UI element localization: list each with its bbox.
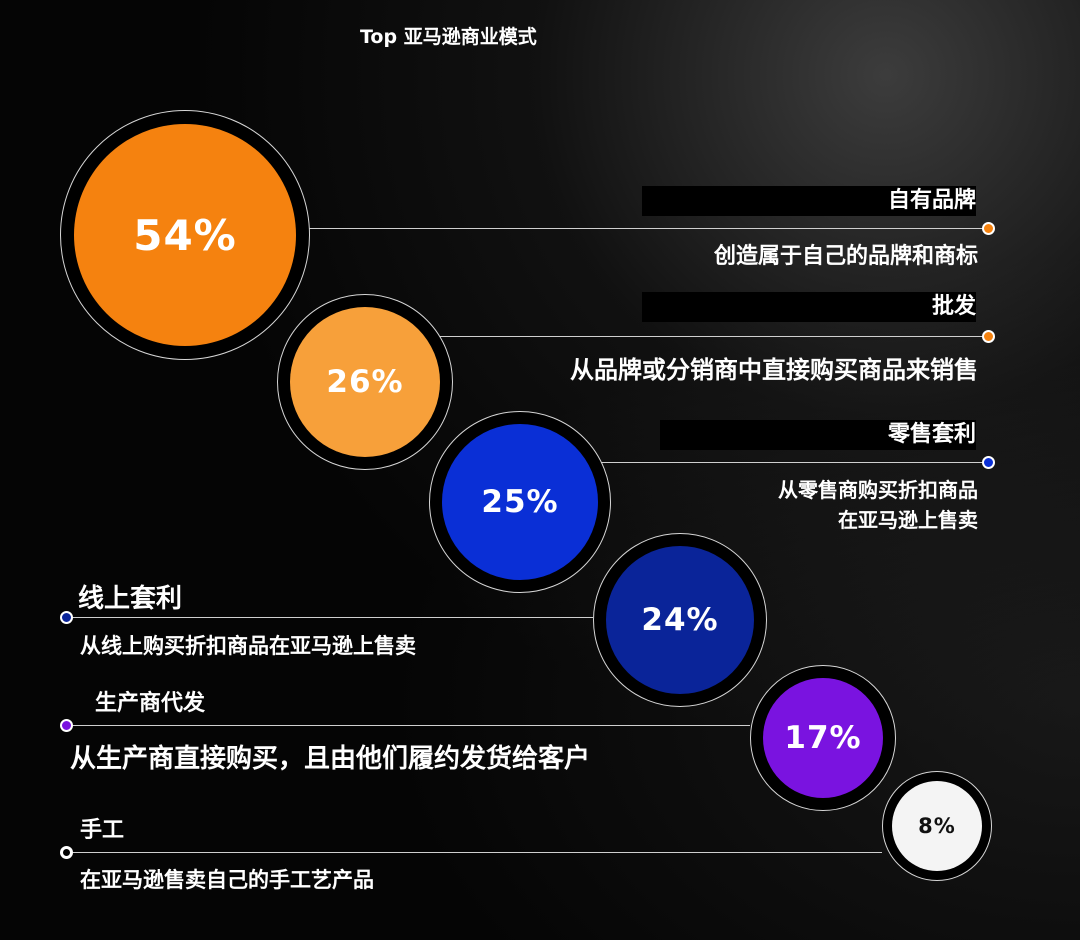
value-bubble: 54% [74,124,296,346]
connector-line [291,228,988,229]
value-bubble: 25% [442,424,598,580]
category-label: 自有品牌 [642,186,976,216]
value-bubble: 24% [606,546,754,694]
connector-line [66,617,593,618]
marker-dot [982,456,995,469]
category-description: 创造属于自己的品牌和商标 [713,244,978,269]
chart-title: Top 亚马逊商业模式 [360,26,537,48]
category-label: 线上套利 [78,584,183,614]
value-bubble: 26% [290,307,440,457]
connector-line [66,725,750,726]
category-description: 从生产商直接购买，且由他们履约发货给客户 [70,744,591,774]
marker-dot [60,719,73,732]
category-description: 在亚马逊上售卖 [838,508,978,532]
marker-dot [60,846,73,859]
marker-dot [982,330,995,343]
category-label: 手工 [80,818,125,843]
value-bubble: 17% [763,678,883,798]
marker-dot [60,611,73,624]
category-label: 批发 [642,292,976,322]
connector-line [439,336,988,337]
category-description: 从线上购买折扣商品在亚马逊上售卖 [80,634,416,658]
category-description: 从零售商购买折扣商品 [778,478,978,502]
category-label: 零售套利 [660,420,976,450]
category-description: 在亚马逊售卖自己的手工艺产品 [80,868,374,892]
category-label: 生产商代发 [95,691,206,716]
value-bubble: 8% [892,781,982,871]
connector-line [66,852,882,853]
marker-dot [982,222,995,235]
category-description: 从品牌或分销商中直接购买商品来销售 [570,356,978,384]
connector-line [597,462,988,463]
